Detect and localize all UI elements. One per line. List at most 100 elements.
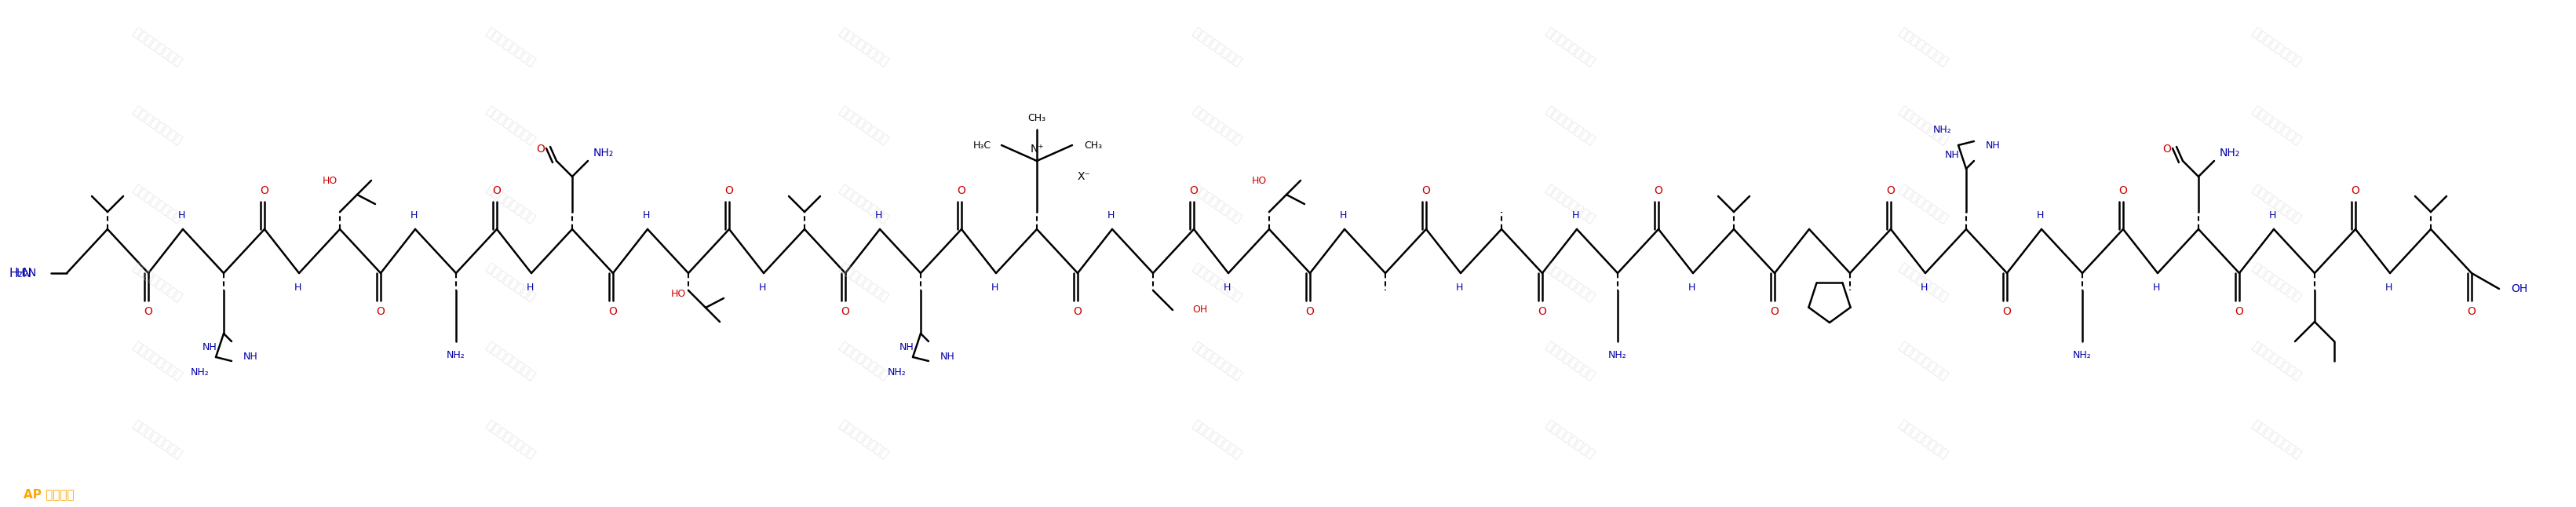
Text: NH₂: NH₂: [2074, 350, 2092, 360]
Text: 专肽生物专肽生物: 专肽生物专肽生物: [1896, 261, 1950, 304]
Text: O: O: [2468, 306, 2476, 317]
Text: OH: OH: [1193, 305, 1208, 315]
Text: O: O: [840, 306, 850, 317]
Text: O: O: [1190, 185, 1198, 196]
Text: 专肽生物专肽生物: 专肽生物专肽生物: [1543, 104, 1597, 147]
Text: 专肽生物专肽生物: 专肽生物专肽生物: [131, 183, 183, 225]
Text: 专肽生物专肽生物: 专肽生物专肽生物: [1896, 104, 1950, 147]
Text: H₂N: H₂N: [8, 267, 31, 279]
Text: NH₂: NH₂: [191, 368, 209, 378]
Text: NH₂: NH₂: [592, 148, 613, 159]
Text: NH: NH: [1945, 150, 1960, 160]
Text: 专肽生物专肽生物: 专肽生物专肽生物: [1543, 26, 1597, 68]
Text: 专肽生物专肽生物: 专肽生物专肽生物: [484, 340, 536, 382]
Text: 专肽生物专肽生物: 专肽生物专肽生物: [484, 26, 536, 68]
Text: 专肽生物专肽生物: 专肽生物专肽生物: [2249, 340, 2303, 382]
Text: 专肽生物专肽生物: 专肽生物专肽生物: [837, 104, 891, 147]
Text: H: H: [757, 282, 765, 293]
Text: 专肽生物专肽生物: 专肽生物专肽生物: [484, 418, 536, 461]
Text: 专肽生物专肽生物: 专肽生物专肽生物: [131, 104, 183, 147]
Text: 专肽生物专肽生物: 专肽生物专肽生物: [484, 183, 536, 225]
Text: 专肽生物专肽生物: 专肽生物专肽生物: [837, 340, 891, 382]
Text: X⁻: X⁻: [1077, 171, 1090, 182]
Text: O: O: [1074, 306, 1082, 317]
Text: H: H: [2154, 282, 2159, 293]
Text: 专肽生物专肽生物: 专肽生物专肽生物: [1543, 261, 1597, 304]
Text: O: O: [2164, 143, 2172, 155]
Text: H: H: [410, 210, 417, 220]
Text: H: H: [2385, 282, 2393, 293]
Text: N⁺: N⁺: [1030, 143, 1043, 155]
Text: 专肽生物专肽生物: 专肽生物专肽生物: [2249, 418, 2303, 461]
Text: O: O: [536, 143, 546, 155]
Text: O: O: [1306, 306, 1314, 317]
Text: NH: NH: [899, 343, 914, 353]
Text: H₃C: H₃C: [974, 140, 992, 150]
Text: H: H: [178, 210, 185, 220]
Text: H: H: [294, 282, 301, 293]
Text: O: O: [2120, 185, 2128, 196]
Text: H: H: [2035, 210, 2043, 220]
Text: 专肽生物专肽生物: 专肽生物专肽生物: [1543, 183, 1597, 225]
Text: O: O: [1422, 185, 1430, 196]
Text: O: O: [1654, 185, 1662, 196]
Text: O: O: [1538, 306, 1546, 317]
Text: O: O: [260, 185, 268, 196]
Text: 专肽生物专肽生物: 专肽生物专肽生物: [1190, 261, 1244, 304]
Text: 专肽生物专肽生物: 专肽生物专肽生物: [131, 418, 183, 461]
Text: OH: OH: [2512, 283, 2527, 294]
Text: AP 专肽生物: AP 专肽生物: [23, 489, 75, 500]
Text: O: O: [958, 185, 966, 196]
Text: H: H: [1224, 282, 1231, 293]
Text: H₂N: H₂N: [15, 268, 36, 279]
Text: H: H: [1340, 210, 1347, 220]
Text: NH: NH: [1986, 140, 2002, 150]
Text: O: O: [492, 185, 502, 196]
Text: NH: NH: [242, 352, 258, 362]
Text: 专肽生物专肽生物: 专肽生物专肽生物: [1896, 418, 1950, 461]
Text: 专肽生物专肽生物: 专肽生物专肽生物: [131, 340, 183, 382]
Text: CH₃: CH₃: [1028, 113, 1046, 123]
Text: HO: HO: [322, 175, 337, 186]
Text: O: O: [1770, 306, 1780, 317]
Text: 专肽生物专肽生物: 专肽生物专肽生物: [2249, 104, 2303, 147]
Text: 专肽生物专肽生物: 专肽生物专肽生物: [131, 261, 183, 304]
Text: 专肽生物专肽生物: 专肽生物专肽生物: [837, 26, 891, 68]
Text: 专肽生物专肽生物: 专肽生物专肽生物: [1190, 104, 1244, 147]
Text: O: O: [608, 306, 618, 317]
Text: NH₂: NH₂: [446, 350, 466, 360]
Text: 专肽生物专肽生物: 专肽生物专肽生物: [837, 261, 891, 304]
Text: O: O: [724, 185, 734, 196]
Text: NH₂: NH₂: [2221, 148, 2241, 159]
Text: 专肽生物专肽生物: 专肽生物专肽生物: [837, 418, 891, 461]
Text: 专肽生物专肽生物: 专肽生物专肽生物: [1190, 26, 1244, 68]
Text: H: H: [876, 210, 881, 220]
Text: 专肽生物专肽生物: 专肽生物专肽生物: [1543, 418, 1597, 461]
Text: H: H: [992, 282, 997, 293]
Text: 专肽生物专肽生物: 专肽生物专肽生物: [2249, 183, 2303, 225]
Text: NH₂: NH₂: [1932, 124, 1953, 134]
Text: H: H: [1919, 282, 1927, 293]
Text: O: O: [376, 306, 384, 317]
Text: H: H: [1108, 210, 1115, 220]
Text: 专肽生物专肽生物: 专肽生物专肽生物: [1896, 183, 1950, 225]
Text: HO: HO: [1252, 175, 1267, 186]
Text: 专肽生物专肽生物: 专肽生物专肽生物: [1896, 26, 1950, 68]
Text: 专肽生物专肽生物: 专肽生物专肽生物: [1896, 340, 1950, 382]
Text: CH₃: CH₃: [1084, 140, 1103, 150]
Text: NH: NH: [940, 352, 956, 362]
Text: HO: HO: [670, 288, 685, 299]
Text: O: O: [1886, 185, 1896, 196]
Text: O: O: [2352, 185, 2360, 196]
Text: NH: NH: [201, 343, 216, 353]
Text: 专肽生物专肽生物: 专肽生物专肽生物: [1190, 418, 1244, 461]
Text: H: H: [1455, 282, 1463, 293]
Text: H: H: [1687, 282, 1695, 293]
Text: 专肽生物专肽生物: 专肽生物专肽生物: [1190, 340, 1244, 382]
Text: NH₂: NH₂: [889, 368, 907, 378]
Text: 专肽生物专肽生物: 专肽生物专肽生物: [484, 104, 536, 147]
Text: 专肽生物专肽生物: 专肽生物专肽生物: [837, 183, 891, 225]
Text: H: H: [1571, 210, 1579, 220]
Text: H: H: [526, 282, 533, 293]
Text: O: O: [144, 306, 152, 317]
